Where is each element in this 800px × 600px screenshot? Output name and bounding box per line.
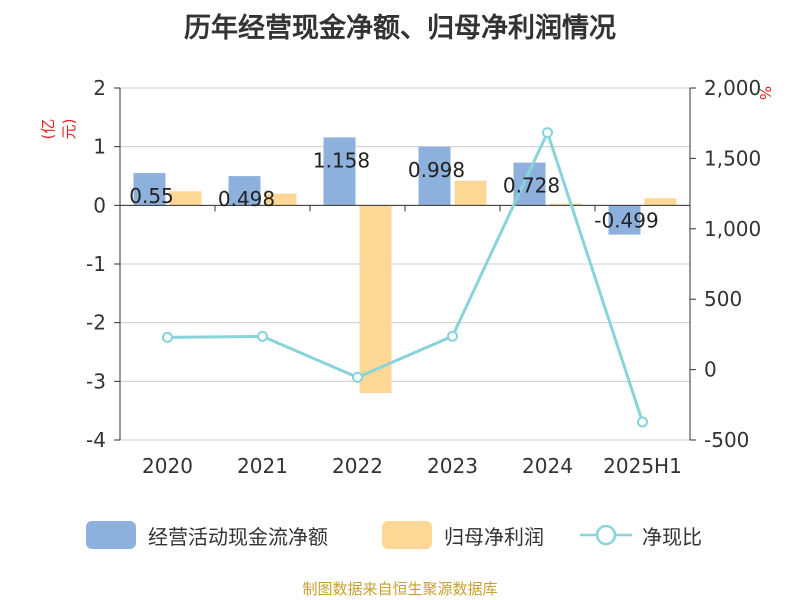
legend-label-ratio: 净现比 [642, 524, 702, 549]
right-axis-tick-label: 1,500 [704, 146, 761, 170]
x-axis-tick-label: 2025H1 [603, 454, 682, 478]
right-axis-tick-label: 2,000 [704, 76, 761, 100]
data-label-cash-flow: -0.499 [594, 208, 658, 232]
bar-net-profit [549, 203, 582, 206]
ratio-point [447, 330, 458, 342]
ratio-line [167, 128, 644, 423]
chart-area: 2 1 0 -1 -2 -3 -4 2,000 1,500 1,000 500 0 -500 2020 20… [86, 76, 761, 478]
bar-net-profit [264, 193, 297, 206]
x-axis-tick-label: 2023 [427, 454, 478, 478]
legend: 经营活动现金流净额 归母净利润 净现比 [0, 518, 800, 552]
legend-line-ratio-icon [580, 524, 632, 546]
ratio-point [637, 416, 648, 428]
left-axis-tick-label: -4 [86, 428, 106, 452]
legend-label-net-profit: 归母净利润 [444, 524, 544, 549]
ratio-point [162, 331, 173, 343]
x-axis-tick-label: 2024 [522, 454, 573, 478]
left-axis-tick-label: 0 [93, 193, 106, 217]
legend-swatch-cash-flow [86, 521, 136, 549]
bar-net-profit [454, 180, 487, 206]
data-source: 制图数据来自恒生聚源数据库 [302, 580, 498, 598]
legend-swatch-net-profit [382, 521, 432, 549]
left-axis-tick-label: 1 [93, 135, 106, 159]
left-axis-tick-label: -2 [86, 311, 106, 335]
chart-title: 历年经营现金净额、归母净利润情况 [184, 13, 616, 44]
data-label-cash-flow: 0.55 [129, 184, 174, 208]
bar-net-profit [644, 198, 677, 206]
bar-cash-flow [133, 173, 166, 206]
right-axis-tick-label: 0 [704, 358, 717, 382]
right-axis-tick-label: 500 [704, 287, 742, 311]
ratio-point [257, 330, 268, 342]
x-axis-tick-label: 2020 [142, 454, 193, 478]
bar-cash-flow [418, 146, 451, 206]
ratio-point [352, 371, 363, 383]
data-label-cash-flow: 1.158 [313, 148, 370, 172]
legend-label-cash-flow: 经营活动现金流净额 [148, 524, 328, 549]
left-axis-tick-label: 2 [93, 76, 106, 100]
ratio-point [542, 127, 553, 139]
legend-item-cash-flow[interactable]: 经营活动现金流净额 [86, 518, 328, 552]
left-axis-tick-label: -1 [86, 252, 106, 276]
bar-cash-flow [608, 205, 641, 235]
bar-cash-flow [323, 137, 356, 206]
x-axis-tick-label: 2021 [237, 454, 288, 478]
x-axis-tick-label: 2022 [332, 454, 383, 478]
right-axis-tick-label: 1,000 [704, 217, 761, 241]
data-label-cash-flow: 0.998 [408, 158, 465, 182]
data-label-cash-flow: 0.728 [503, 174, 560, 198]
data-label-cash-flow: 0.498 [218, 187, 275, 211]
bar-cash-flow [228, 176, 261, 206]
left-axis-tick-label: -3 [86, 369, 106, 393]
legend-item-ratio[interactable]: 净现比 [580, 518, 702, 552]
bar-net-profit [169, 191, 202, 206]
legend-item-net-profit[interactable]: 归母净利润 [382, 518, 544, 552]
right-axis-tick-label: -500 [704, 428, 749, 452]
bar-net-profit [359, 205, 392, 394]
